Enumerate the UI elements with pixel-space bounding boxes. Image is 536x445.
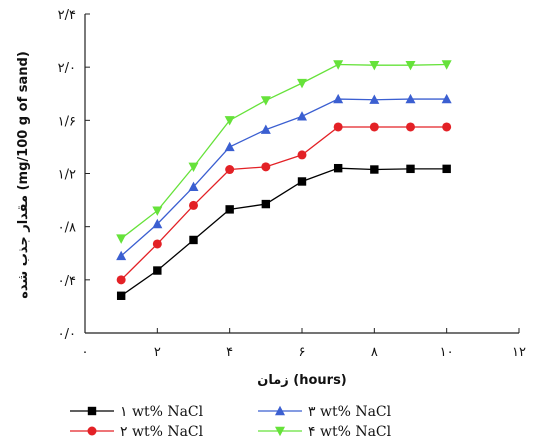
legend: ۱ wt% NaCl ۲ wt% NaCl ۳ wt% NaCl ۴ wt% NaCl [70, 404, 392, 440]
series-2-point [261, 162, 271, 172]
series-3 [116, 93, 452, 261]
legend-marker [87, 406, 97, 416]
legend-label: ۲ wt% NaCl [120, 424, 204, 440]
series-4-point [224, 116, 235, 126]
y-tick-label: ۱/۶ [58, 114, 76, 129]
series-4-point [297, 78, 307, 89]
series-2-line [120, 126, 447, 281]
series-2-point [152, 239, 162, 249]
series-4-point [441, 60, 452, 70]
series-2-point [189, 200, 198, 210]
series-1-point [442, 164, 451, 174]
x-tick-label: ۶ [299, 345, 306, 360]
series-group [116, 60, 452, 300]
y-tick-label: ۲/۴ [58, 8, 76, 23]
x-tick-labels: ۰ ۲ ۴ ۶ ۸ ۱۰ ۱۲ [82, 345, 526, 360]
series-2-point [406, 122, 415, 132]
series-1 [116, 163, 451, 300]
y-axis-title: مقدار جذب شده (mg/100 g of sand) [16, 51, 31, 299]
series-3-line [120, 98, 447, 257]
series-3-point [297, 111, 307, 121]
legend-item-1: ۱ wt% NaCl [70, 404, 204, 420]
series-3-point [152, 218, 163, 229]
y-tick-label: ۰/۴ [58, 274, 76, 289]
series-1-point [333, 163, 343, 173]
series-3-point [441, 93, 452, 104]
series-4-line [120, 63, 447, 240]
y-ticks [85, 13, 90, 334]
y-tick-label: ۲/۰ [58, 61, 76, 76]
series-4-point [333, 60, 344, 70]
y-tick-label: ۱/۲ [58, 168, 76, 183]
series-2-point [116, 275, 126, 285]
legend-label: ۱ wt% NaCl [120, 404, 204, 420]
series-1-point [406, 164, 415, 174]
legend-label: ۳ wt% NaCl [308, 404, 392, 420]
series-1-point [370, 165, 379, 174]
legend-label: ۴ wt% NaCl [308, 424, 392, 440]
series-1-point [189, 235, 198, 245]
series-4 [116, 60, 452, 244]
series-2-point [369, 122, 379, 132]
series-4-point [116, 234, 127, 244]
x-tick-label: ۰ [82, 345, 89, 360]
series-3-point [260, 124, 271, 134]
series-4-point [405, 60, 416, 71]
series-2-point [225, 165, 235, 175]
series-3-point [405, 93, 416, 104]
series-3-point [369, 94, 380, 104]
series-3-point [224, 141, 235, 152]
series-2-point [333, 122, 343, 132]
legend-marker [275, 426, 285, 437]
y-tick-label: ۰/۸ [58, 221, 76, 236]
legend-marker [87, 426, 97, 436]
series-1-point [261, 199, 271, 209]
series-1-point [153, 266, 162, 275]
y-tick-label: ۰/۰ [58, 327, 76, 342]
series-4-point [260, 96, 271, 106]
series-3-point [333, 93, 344, 104]
series-1-line [120, 167, 447, 297]
x-tick-label: ۱۰ [440, 345, 454, 360]
x-ticks [84, 328, 520, 333]
series-1-point [297, 177, 307, 186]
series-3-point [116, 250, 127, 261]
series-4-point [369, 60, 380, 71]
axes [84, 14, 519, 334]
x-axis-title: زمان (hours) [257, 373, 347, 388]
series-1-point [225, 205, 234, 214]
legend-marker [275, 405, 285, 416]
legend-item-2: ۲ wt% NaCl [70, 424, 204, 440]
y-tick-labels: ۰/۰ ۰/۴ ۰/۸ ۱/۲ ۱/۶ ۲/۰ ۲/۴ [58, 8, 76, 342]
series-3-point [188, 181, 199, 191]
series-4-point [152, 206, 163, 216]
x-tick-label: ۱۲ [512, 345, 526, 360]
series-2 [116, 122, 452, 285]
x-tick-label: ۴ [226, 345, 233, 360]
legend-item-3: ۳ wt% NaCl [258, 404, 392, 420]
series-1-point [116, 291, 126, 300]
series-4-point [188, 162, 199, 173]
legend-item-4: ۴ wt% NaCl [258, 424, 392, 440]
series-2-point [297, 150, 307, 160]
series-2-point [442, 122, 452, 132]
x-tick-label: ۲ [154, 345, 161, 360]
x-tick-label: ۸ [371, 345, 378, 360]
